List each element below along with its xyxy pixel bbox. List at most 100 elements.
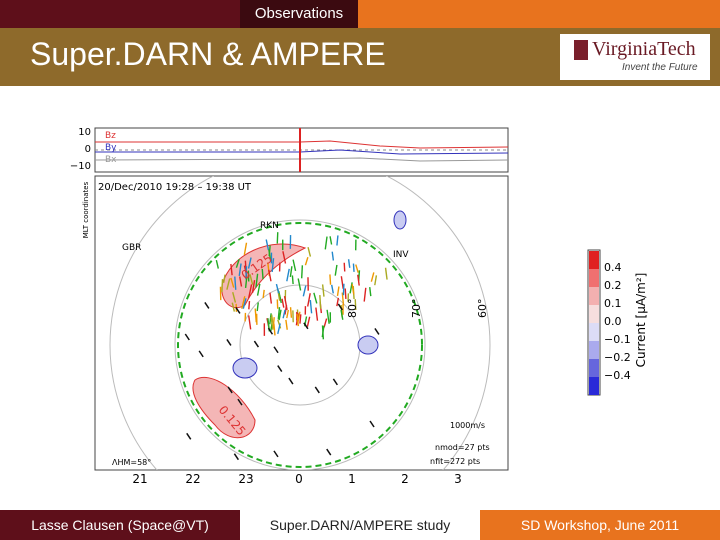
label: −0.2 [604,351,631,364]
contour-negative [357,335,379,355]
vector [344,288,347,299]
label: GBR [122,243,141,253]
vector [289,266,293,278]
label: 23 [238,472,253,486]
vector [226,278,231,290]
vector [272,317,275,329]
footer-event: SD Workshop, June 2011 [480,510,720,540]
vector [268,269,272,282]
vector [286,268,290,282]
top-bar-left [0,0,240,28]
vector [291,275,294,285]
vector [309,299,313,314]
vector [306,293,311,307]
vector [303,322,309,330]
colorbar-step [589,359,599,377]
label: 3 [454,472,462,486]
vector [256,302,259,312]
contour-negative [393,210,407,230]
vector [248,284,253,299]
vector [226,338,232,346]
vector [314,386,320,394]
label: Bz [105,131,116,141]
vector [336,235,339,246]
slide-title: Super.DARN & AMPERE [30,36,386,72]
vector [336,286,340,297]
vector [231,302,236,312]
vector [329,274,332,285]
vector [374,328,380,335]
label: RKN [260,221,279,231]
vector [297,278,302,291]
label: nfit=272 pts [430,457,480,466]
label: By [105,143,117,153]
vector [334,264,338,276]
colorbar-step [589,251,599,269]
lat-circle [109,176,491,470]
vector [341,292,345,306]
vector [278,309,282,321]
vector [352,263,355,272]
vector [300,265,304,279]
vector [273,450,279,458]
map [109,176,491,470]
vector [239,276,243,287]
label: 0.4 [604,261,622,274]
vector [271,314,274,323]
vector [270,316,274,330]
vector [337,303,343,311]
vector [384,267,388,280]
logo: VirginiaTech Invent the Future [560,34,710,80]
label: 2 [401,472,409,486]
vector [355,264,359,273]
vector [261,268,264,280]
vector [269,313,272,325]
vector [184,333,190,341]
vector [204,302,210,309]
logo-tagline: Invent the Future [622,62,698,73]
vector [233,453,239,461]
vector [265,239,270,251]
vector [254,308,257,323]
vector [296,313,300,327]
colorbar-step [589,305,599,323]
label: 0.1 [604,297,622,310]
colorbar-step [589,377,599,395]
vector [230,263,233,276]
vector [267,327,274,335]
vector [273,346,279,354]
vector [284,304,288,315]
vector [262,289,265,299]
label: Bx [105,155,117,165]
vector [268,249,272,262]
contour-negative [232,357,258,379]
vector [238,263,242,276]
vector [282,309,286,319]
vector [306,316,311,327]
vector [277,365,283,373]
section-tab: Observations [240,0,358,28]
vector [374,275,378,286]
vector [347,259,351,268]
label: −0.4 [604,369,631,382]
vector [307,247,312,257]
vector [281,298,285,308]
label: 0.2 [604,279,622,292]
colorbar-step [589,269,599,287]
label: 22 [185,472,200,486]
vector [332,378,338,386]
imf-bz [95,140,509,149]
vector [349,282,353,294]
vector [324,236,328,250]
vector [222,274,226,283]
vector [249,274,254,285]
vector [234,276,237,290]
vector [227,386,233,394]
vector [288,377,294,385]
label: MLT coordinates [82,181,90,238]
vector [304,256,309,266]
vector [277,323,281,335]
vector [235,307,241,314]
